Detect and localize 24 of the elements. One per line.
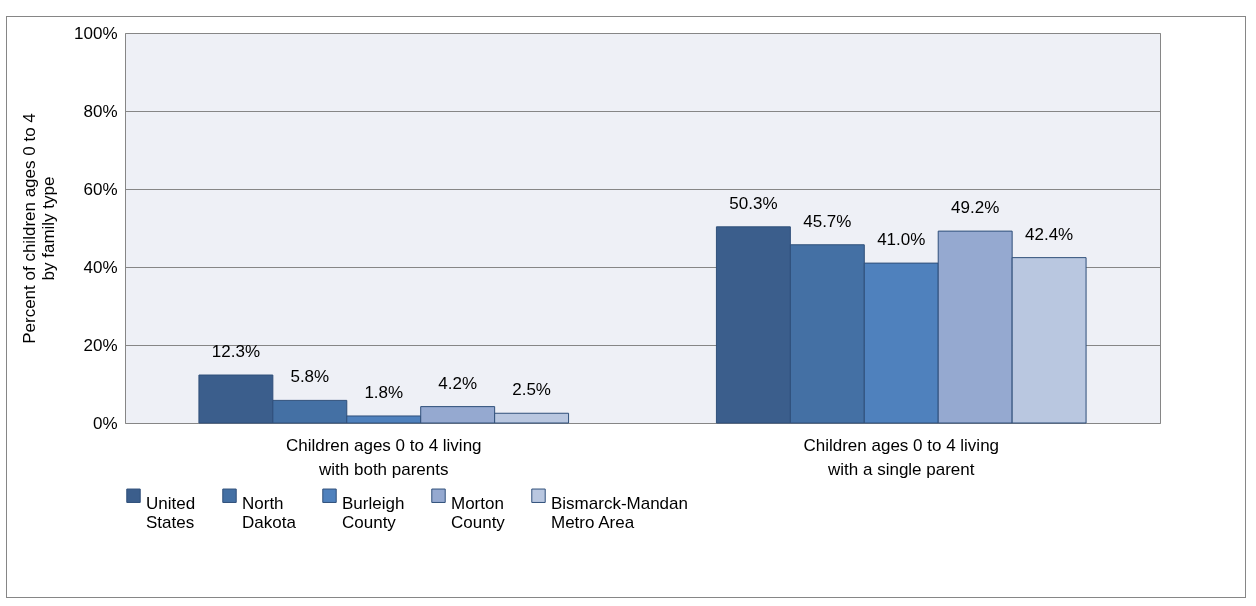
data-label: 49.2% xyxy=(951,198,1000,218)
y-tick-label: 80% xyxy=(83,101,118,121)
data-label: 41.0% xyxy=(877,230,926,250)
data-label: 12.3% xyxy=(211,342,260,362)
data-label: 1.8% xyxy=(364,382,404,402)
y-tick-label: 40% xyxy=(83,257,118,277)
y-tick-label: 100% xyxy=(74,23,118,43)
x-tick-label: Children ages 0 to 4 living with a single parent xyxy=(803,435,1000,479)
y-tick-label: 0% xyxy=(92,413,118,433)
data-label: 45.7% xyxy=(803,211,852,231)
legend-label: Morton County xyxy=(451,493,506,532)
data-label: 50.3% xyxy=(729,193,778,213)
data-label: 4.2% xyxy=(438,373,478,393)
y-tick-label: 20% xyxy=(83,335,118,355)
legend-label: Burleigh County xyxy=(342,493,405,532)
legend-label: North Dakota xyxy=(242,493,297,532)
legend-label: Bismarck-Mandan Metro Area xyxy=(551,493,688,532)
y-axis-title: Percent of children ages 0 to 4 by family type xyxy=(20,113,59,344)
data-label: 5.8% xyxy=(290,367,330,387)
y-tick-label: 60% xyxy=(83,179,118,199)
x-tick-label: Children ages 0 to 4 living with both parents xyxy=(285,435,482,479)
legend-label: United States xyxy=(146,493,196,532)
data-label: 42.4% xyxy=(1025,224,1074,244)
data-label: 2.5% xyxy=(512,380,551,400)
